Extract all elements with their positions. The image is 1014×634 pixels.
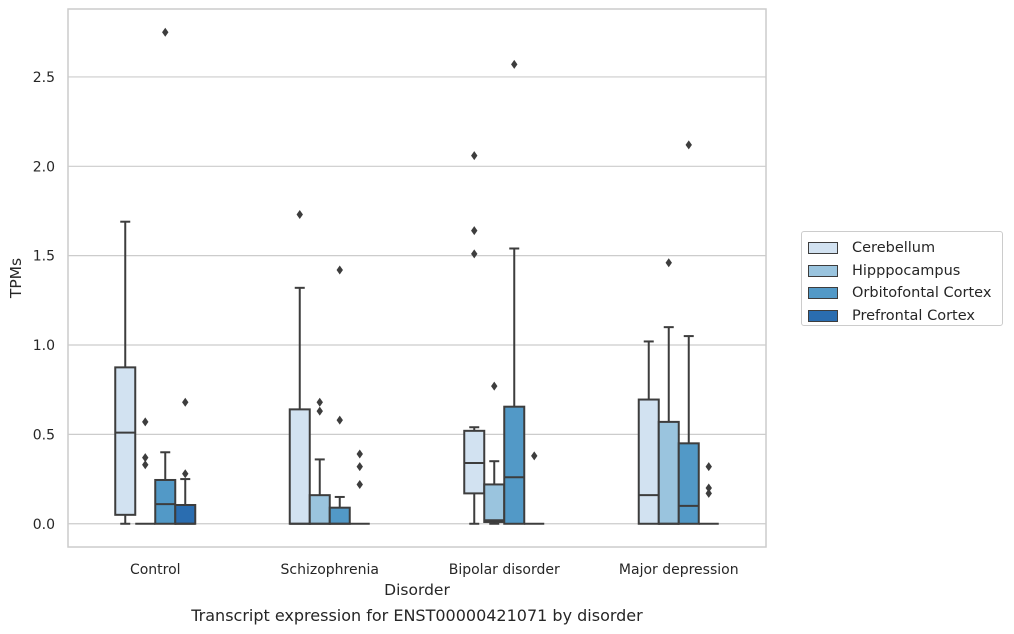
box-body	[657, 420, 680, 525]
outlier-point	[296, 210, 303, 220]
x-tick-label: Control	[130, 562, 181, 578]
x-tick-label: Bipolar disorder	[449, 562, 560, 578]
outlier-point	[491, 381, 498, 391]
legend-label-orbitofrontal: Orbitofontal Cortex	[852, 285, 992, 302]
box-3-2	[677, 140, 700, 525]
box-2-3	[524, 451, 545, 525]
outlier-point	[471, 151, 478, 161]
outlier-point	[316, 406, 323, 416]
outlier-point	[182, 397, 189, 407]
box-2-2	[503, 59, 526, 525]
legend-swatch-prefrontal	[808, 309, 838, 322]
x-tick-label: Major depression	[619, 562, 739, 578]
legend: Cerebellum Hipppocampus Orbitofontal Cor…	[801, 231, 1003, 326]
y-tick-label: 0.0	[33, 517, 55, 533]
legend-label-hippocampus: Hipppocampus	[852, 262, 961, 279]
outlier-point	[356, 462, 363, 472]
outlier-point	[531, 451, 538, 461]
box-body	[328, 506, 351, 525]
outlier-point	[356, 479, 363, 489]
y-tick-label: 2.0	[33, 159, 55, 175]
outlier-point	[336, 265, 343, 275]
legend-item-cerebellum: Cerebellum	[808, 237, 1002, 260]
legend-item-hippocampus: Hipppocampus	[808, 260, 1002, 283]
figure-caption: Transcript expression for ENST0000042107…	[191, 606, 643, 625]
box-body	[288, 408, 311, 525]
box-0-3	[174, 397, 197, 525]
box-0-0	[114, 220, 137, 525]
y-tick-label: 2.5	[33, 70, 55, 86]
box-1-1	[308, 397, 331, 525]
outlier-point	[142, 460, 149, 470]
outlier-point	[665, 258, 672, 268]
y-tick-label: 1.0	[33, 338, 55, 354]
box-body	[677, 442, 700, 525]
outlier-point	[356, 449, 363, 459]
box-body	[154, 478, 177, 525]
box-2-0	[463, 151, 486, 525]
outlier-point	[142, 417, 149, 427]
legend-swatch-orbitofrontal	[808, 287, 838, 300]
y-axis-label: TPMs	[7, 258, 25, 299]
x-tick-labels: Control Schizophrenia Bipolar disorder Majo…	[130, 562, 739, 578]
outlier-point	[511, 59, 518, 69]
box-3-3	[698, 462, 719, 525]
x-axis-label: Disorder	[384, 581, 450, 599]
legend-swatch-cerebellum	[808, 242, 838, 255]
box-body	[637, 398, 660, 525]
legend-swatch-hippocampus	[808, 264, 838, 277]
outlier-point	[142, 453, 149, 463]
box-body	[114, 366, 137, 516]
box-body	[503, 405, 526, 525]
legend-label-prefrontal: Prefrontal Cortex	[852, 307, 975, 324]
outlier-point	[705, 488, 712, 498]
box-body	[174, 503, 197, 525]
boxes	[114, 27, 719, 525]
outlier-point	[705, 462, 712, 472]
outlier-point	[336, 415, 343, 425]
outlier-point	[316, 397, 323, 407]
legend-item-prefrontal: Prefrontal Cortex	[808, 305, 1002, 328]
box-1-2	[328, 265, 351, 525]
box-3-1	[657, 258, 680, 525]
x-tick-label: Schizophrenia	[281, 562, 379, 578]
box-1-3	[349, 449, 370, 525]
box-1-0	[288, 210, 311, 525]
outlier-point	[685, 140, 692, 150]
outlier-point	[471, 226, 478, 236]
box-body	[483, 483, 506, 523]
outlier-point	[705, 483, 712, 493]
box-body	[308, 494, 331, 525]
legend-label-cerebellum: Cerebellum	[852, 240, 936, 257]
outlier-point	[162, 27, 169, 37]
outlier-point	[471, 249, 478, 259]
y-tick-label: 1.5	[33, 249, 55, 265]
legend-item-orbitofrontal: Orbitofontal Cortex	[808, 282, 1002, 305]
outlier-point	[182, 469, 189, 479]
box-0-1	[135, 417, 156, 525]
box-0-2	[154, 27, 177, 525]
y-tick-labels: 0.0 0.5 1.0 1.5 2.0 2.5	[33, 70, 55, 533]
y-tick-label: 0.5	[33, 427, 55, 443]
